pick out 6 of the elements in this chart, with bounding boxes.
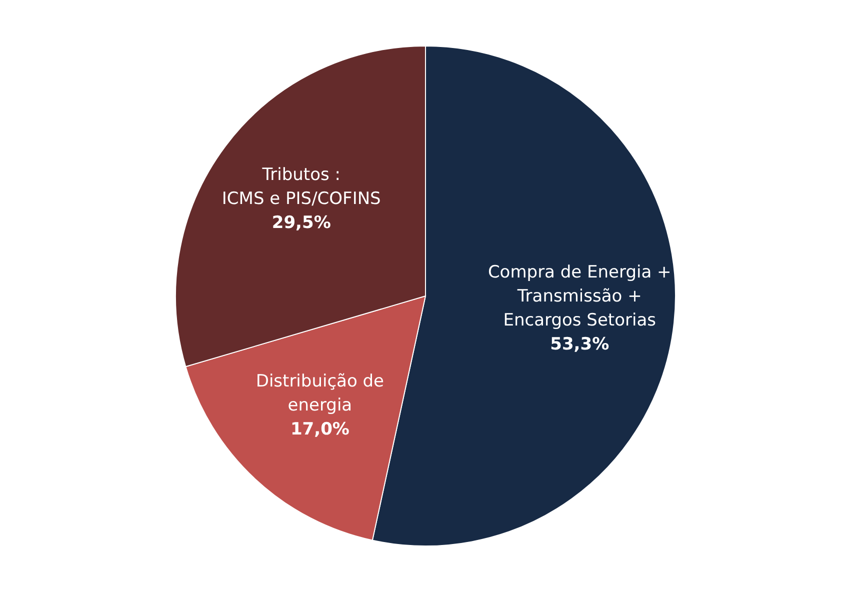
slice-label: Compra de Energia + Transmissão + Encargos Setorias xyxy=(488,262,672,331)
data-label: 29,5% xyxy=(272,213,331,234)
slice-label: Distribuição de energia xyxy=(256,371,384,416)
slice-label: Tributos : ICMS e PIS/COFINS xyxy=(222,165,381,210)
data-label: 53,3% xyxy=(550,334,610,355)
data-label: 17,0% xyxy=(290,419,350,440)
